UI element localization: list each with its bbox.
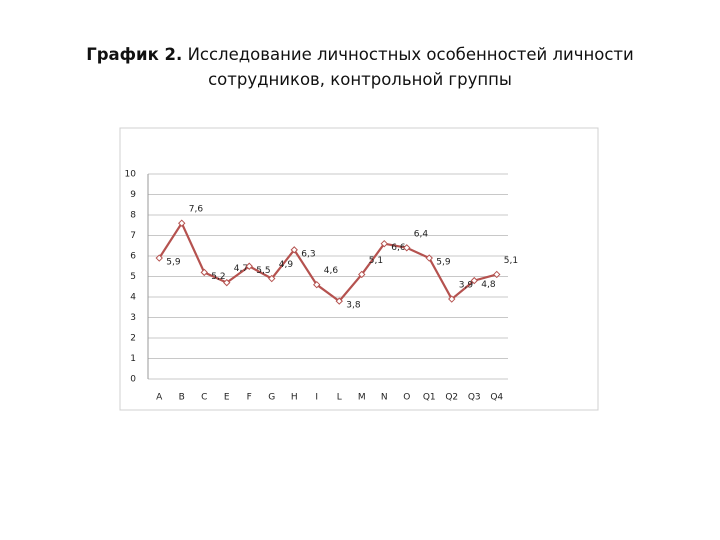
marker	[380, 239, 388, 248]
marker	[178, 219, 186, 227]
x-tick-label: B	[179, 393, 185, 403]
marker	[268, 274, 276, 283]
data-label: 5,1	[369, 256, 383, 266]
marker	[290, 246, 298, 254]
x-tick-label: O	[403, 393, 410, 403]
marker	[335, 297, 343, 305]
data-label: 6,4	[414, 229, 429, 239]
marker	[223, 278, 231, 287]
figure-label: График 2.	[86, 45, 183, 64]
x-tick-label: E	[224, 393, 230, 403]
x-tick-label: Q3	[468, 393, 481, 403]
chart-frame	[119, 127, 599, 411]
marker	[200, 268, 208, 277]
y-tick-label: 2	[130, 334, 136, 344]
data-label: 5,2	[211, 272, 225, 282]
data-label: 6,3	[301, 249, 315, 259]
data-label: 5,5	[256, 266, 270, 276]
y-tick-label: 1	[130, 354, 136, 364]
y-tick-label: 5	[130, 272, 136, 282]
x-tick-label: L	[337, 393, 342, 403]
x-tick-label: Q4	[490, 393, 503, 403]
x-tick-label: H	[291, 393, 298, 403]
data-label: 5,1	[504, 256, 518, 266]
data-label: 3,9	[459, 281, 474, 291]
y-tick-label: 4	[130, 293, 136, 303]
line	[158, 220, 498, 303]
x-tick-label: Q1	[423, 393, 436, 403]
data-label: 4,8	[481, 280, 496, 290]
y-tick-label: 9	[130, 190, 136, 200]
marker	[448, 295, 456, 303]
y-tick-label: 8	[130, 211, 136, 221]
marker	[493, 270, 501, 279]
marker	[403, 244, 411, 252]
y-tick-label: 6	[130, 252, 136, 262]
marker	[155, 254, 163, 262]
y-tick-label: 3	[130, 313, 136, 323]
marker	[425, 254, 433, 262]
marker	[313, 280, 321, 289]
y-tick-label: 0	[130, 375, 136, 385]
data-label: 4,9	[279, 260, 294, 270]
x-tick-label: C	[201, 393, 207, 403]
marker	[358, 270, 366, 279]
title-text: Исследование личностных особенностей лич…	[187, 45, 634, 89]
data-label: 7,6	[189, 205, 204, 215]
data-label: 3,8	[346, 301, 361, 311]
data-label: 6,6	[391, 243, 406, 253]
y-tick-label: 7	[130, 231, 136, 241]
data-label: 5,9	[166, 258, 181, 268]
x-tick-label: M	[358, 393, 366, 403]
x-tick-label: I	[315, 393, 318, 403]
x-tick-label: A	[156, 393, 163, 403]
y-tick-label: 10	[125, 170, 137, 180]
data-label: 4,6	[324, 266, 339, 276]
marker	[245, 262, 253, 270]
data-label: 4,7	[234, 264, 248, 274]
x-tick-label: N	[381, 393, 388, 403]
marker	[470, 276, 478, 285]
x-tick-label: Q2	[445, 393, 458, 403]
data-label: 5,9	[436, 258, 451, 268]
chart-title: График 2. Исследование личностных особен…	[80, 42, 640, 92]
x-tick-label: F	[247, 393, 252, 403]
x-tick-label: G	[268, 393, 275, 403]
